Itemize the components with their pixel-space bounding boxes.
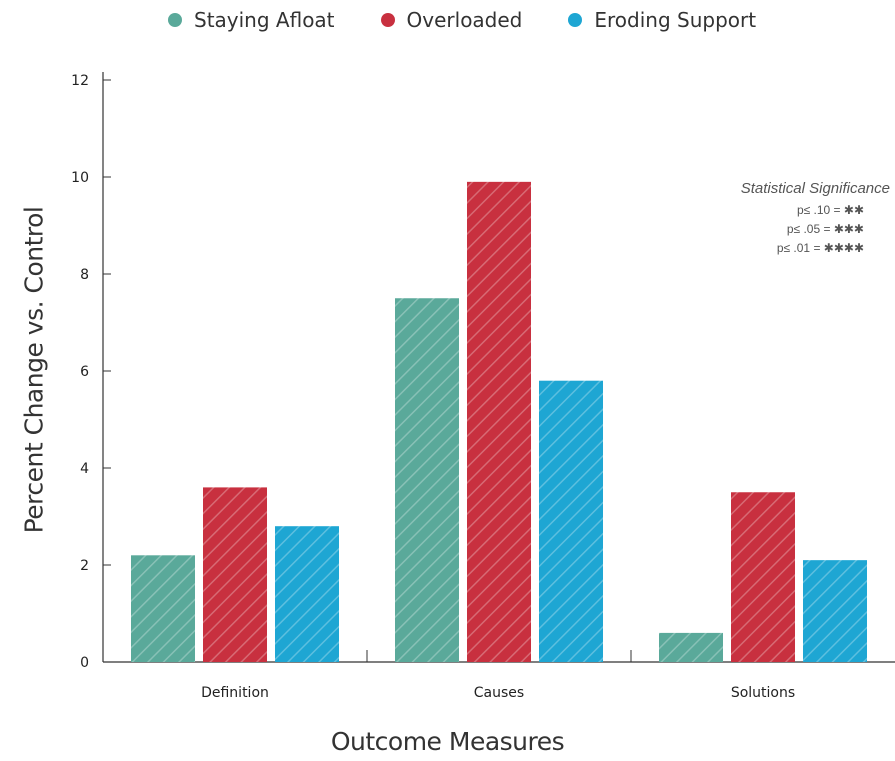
legend-dot-icon — [168, 13, 182, 27]
legend-label: Overloaded — [406, 8, 523, 32]
legend-item-overloaded: Overloaded — [380, 8, 523, 32]
y-tick-label: 10 — [71, 170, 89, 186]
significance-note: Statistical Significance p≤ .10 = ✱✱ p≤ … — [700, 180, 890, 258]
y-tick-label: 4 — [80, 461, 89, 477]
y-tick-label: 2 — [80, 558, 89, 574]
significance-title: Statistical Significance — [740, 180, 890, 197]
bar-eroding-support-causes — [539, 380, 603, 662]
x-tick-label: Causes — [474, 685, 524, 701]
y-tick-label: 6 — [80, 364, 89, 380]
legend-label: Staying Afloat — [194, 8, 335, 32]
x-tick-label: Solutions — [731, 685, 795, 701]
chart-bars — [131, 181, 867, 662]
bar-staying-afloat-solutions — [659, 632, 723, 662]
legend-dot-icon — [568, 13, 583, 27]
bar-staying-afloat-causes — [395, 298, 459, 662]
legend-item-eroding-support: Eroding Support — [568, 8, 756, 32]
y-axis-title: Percent Change vs. Control — [19, 206, 49, 534]
bar-staying-afloat-definition — [131, 555, 195, 662]
x-axis-title: Outcome Measures — [330, 727, 565, 756]
y-tick-label: 8 — [80, 267, 89, 283]
bar-overloaded-solutions — [731, 492, 795, 662]
bar-eroding-support-definition — [275, 526, 339, 662]
bar-eroding-support-solutions — [803, 560, 867, 662]
legend-label: Eroding Support — [594, 8, 757, 32]
x-tick-label: Definition — [201, 685, 269, 701]
y-tick-label: 0 — [80, 655, 89, 671]
significance-row: p≤ .05 = ✱✱✱ — [786, 222, 864, 236]
y-tick-label: 12 — [71, 73, 89, 89]
significance-row: p≤ .10 = ✱✱ — [796, 203, 864, 217]
bar-overloaded-causes — [467, 181, 531, 662]
bar-overloaded-definition — [203, 487, 267, 662]
legend-dot-icon — [380, 13, 395, 27]
chart-legend: Staying Afloat Overloaded Eroding Suppor… — [168, 8, 756, 32]
legend-item-staying-afloat: Staying Afloat — [168, 8, 335, 32]
significance-row: p≤ .01 = ✱✱✱✱ — [776, 241, 864, 255]
chart-ticks: 0 2 4 6 8 10 12 Definition Causes Solutions — [71, 73, 795, 701]
